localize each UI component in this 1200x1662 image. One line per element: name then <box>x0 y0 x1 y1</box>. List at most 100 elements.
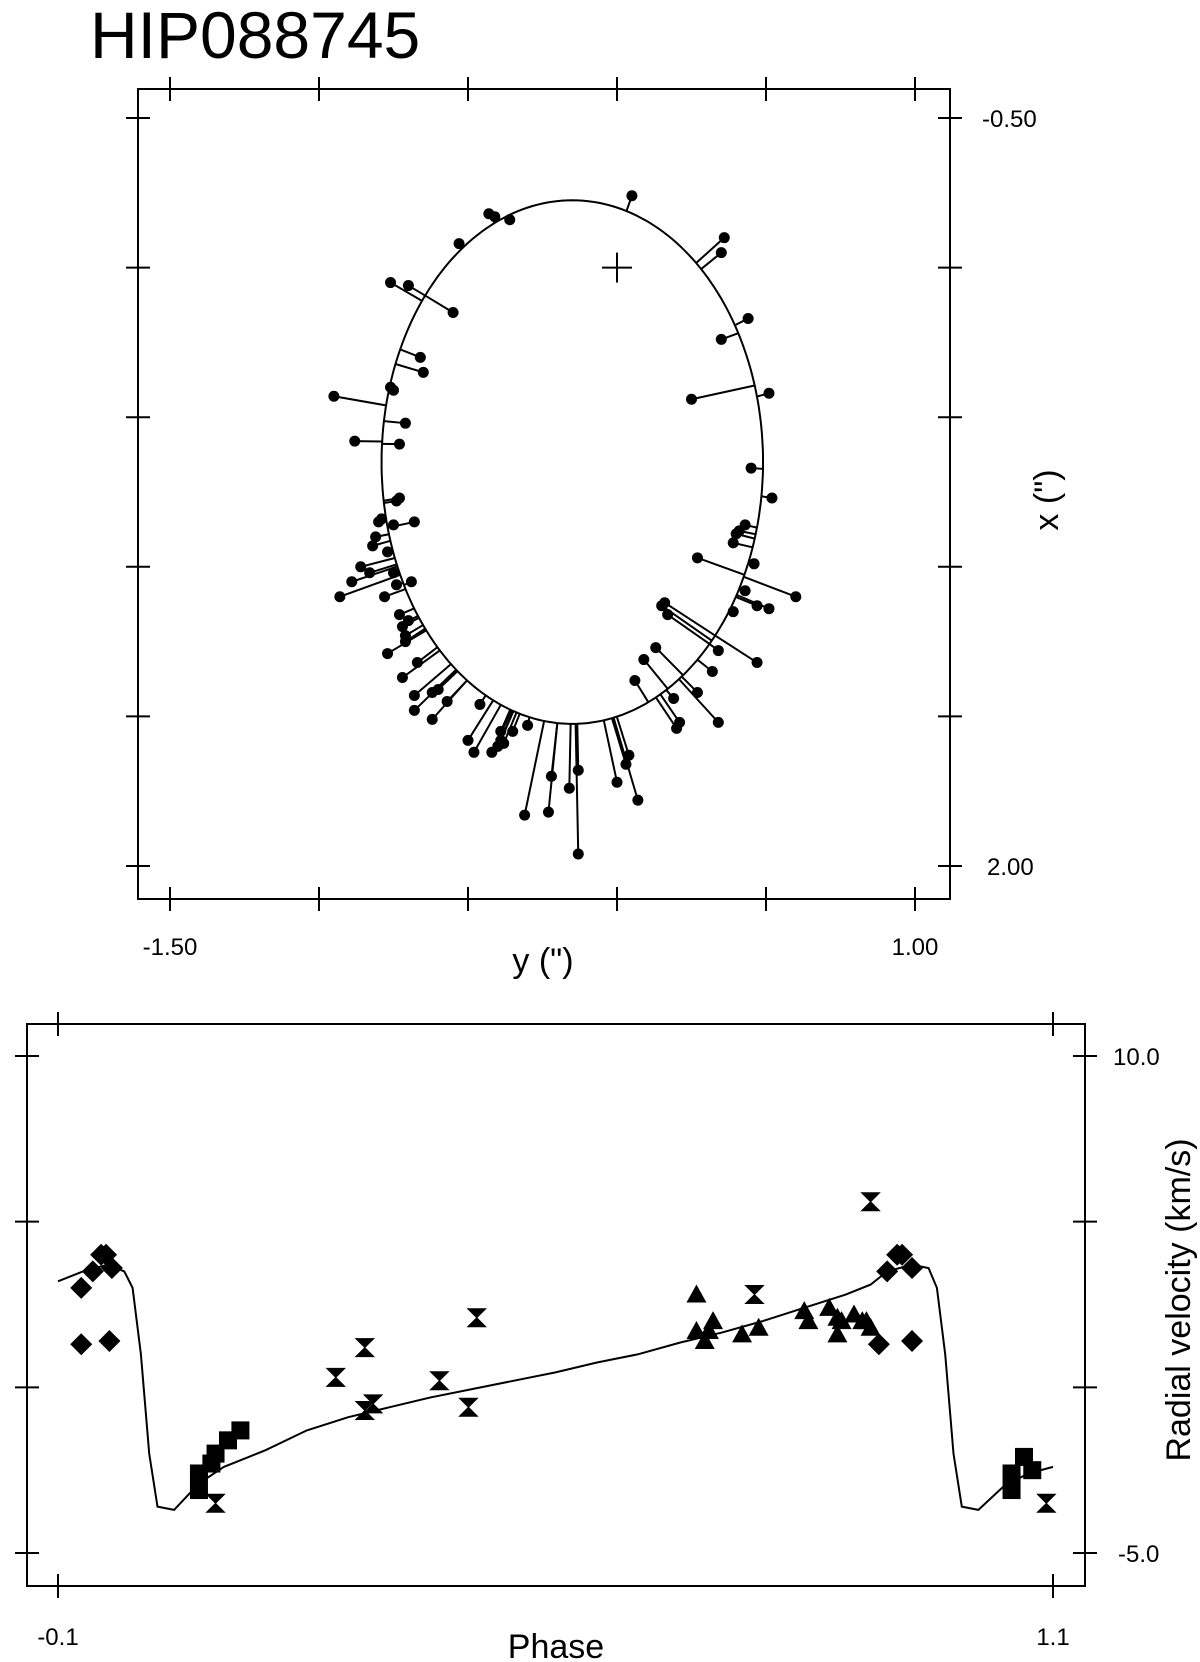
orbit-residual-86 <box>714 634 758 664</box>
orbit-residual-83 <box>736 594 770 610</box>
orbit-point-98 <box>671 722 683 734</box>
orbit-point-87 <box>364 567 376 579</box>
orbit-point-59 <box>408 689 420 701</box>
orbit-point-82 <box>712 716 724 728</box>
orbit-point-88 <box>408 516 420 528</box>
orbit-point-9 <box>447 306 459 318</box>
chart-title: HIP088745 <box>90 0 420 72</box>
orbit-point-27 <box>727 537 739 549</box>
rv-triangle-point-9 <box>819 1297 840 1316</box>
rv-diamond-point-11 <box>867 1333 890 1356</box>
rv-hourglass-point-0 <box>205 1493 226 1513</box>
orbit-y-axis-label: x (") <box>1028 469 1066 530</box>
primary-star-marker <box>602 252 632 283</box>
rv-hourglass-point-5 <box>429 1371 450 1391</box>
orbit-plot-frame <box>137 88 951 900</box>
orbit-point-91 <box>405 576 417 588</box>
orbit-residual-74 <box>547 722 559 813</box>
orbit-point-4 <box>489 211 501 223</box>
orbit-point-49 <box>334 591 346 603</box>
orbit-residual-8 <box>390 281 423 302</box>
orbit-point-26 <box>730 528 742 540</box>
orbit-point-56 <box>382 648 394 660</box>
orbit-point-76 <box>611 776 623 788</box>
orbit-point-23 <box>766 492 778 504</box>
rv-model-curve <box>57 1263 1054 1511</box>
orbit-residual-98 <box>655 696 678 729</box>
rv-observations <box>70 1192 1057 1513</box>
rv-triangle-point-2 <box>694 1330 715 1349</box>
orbit-residual-38 <box>643 658 669 690</box>
orbit-point-13 <box>388 384 399 396</box>
orbit-point-63 <box>426 713 438 725</box>
orbit-ellipse <box>380 199 764 725</box>
orbit-point-85 <box>748 558 760 570</box>
rv-hourglass-point-6 <box>458 1397 479 1417</box>
rv-triangle-point-3 <box>698 1321 719 1340</box>
rv-diamond-point-12 <box>901 1329 924 1352</box>
orbit-residual-72 <box>576 723 580 771</box>
orbit-point-89 <box>388 519 399 531</box>
orbit-residual-33 <box>664 601 716 637</box>
orbit-point-30 <box>751 600 763 612</box>
orbit-point-52 <box>393 609 405 621</box>
orbit-point-32 <box>712 645 724 657</box>
orbit-residual-99 <box>615 716 630 756</box>
orbit-panel: -1.50 1.00 -0.50 2.00 y (") x (") <box>126 77 1066 980</box>
orbit-residual-59 <box>413 663 452 697</box>
orbit-residual-21 <box>691 384 755 401</box>
orbit-point-64 <box>474 698 486 710</box>
orbit-point-35 <box>662 609 674 621</box>
orbit-point-46 <box>355 561 367 573</box>
rv-diamond-point-10 <box>901 1257 924 1280</box>
orbit-x-tick-label-max: 1.00 <box>892 934 939 961</box>
orbit-residual-65 <box>467 699 495 741</box>
orbit-point-11 <box>417 366 429 378</box>
orbit-point-50 <box>346 576 358 588</box>
orbit-point-93 <box>432 683 444 695</box>
orbit-point-78 <box>620 758 632 770</box>
orbit-residual-37 <box>655 646 684 676</box>
orbit-point-51 <box>379 591 391 603</box>
rv-hourglass-point-1 <box>325 1367 346 1387</box>
orbit-residual-75 <box>523 720 546 816</box>
orbit-point-41 <box>390 495 402 507</box>
orbit-residual-97 <box>574 723 580 855</box>
orbit-y-tick-label-min: -0.50 <box>982 106 1037 133</box>
rv-square-point-1 <box>189 1481 208 1500</box>
orbit-point-66 <box>468 746 480 758</box>
rv-triangle-point-5 <box>732 1324 753 1343</box>
orbit-point-31 <box>727 606 739 618</box>
rv-square-point-6 <box>1002 1464 1021 1483</box>
orbit-point-43 <box>373 516 385 528</box>
rv-panel: -0.1 1.1 10.0 -5.0 Phase Radial velocity… <box>15 1012 1198 1662</box>
rv-diamond-point-6 <box>98 1329 121 1352</box>
orbit-residual-14 <box>333 395 387 407</box>
orbit-residual-lines <box>333 195 797 855</box>
orbit-point-20 <box>763 387 775 399</box>
orbit-point-19 <box>742 312 754 324</box>
orbit-point-61 <box>408 704 420 716</box>
orbit-point-14 <box>328 390 340 402</box>
orbit-point-6 <box>453 238 465 250</box>
orbit-point-0 <box>626 190 638 202</box>
orbit-point-21 <box>686 393 697 405</box>
rv-diamond-point-5 <box>70 1333 93 1356</box>
rv-triangle-point-6 <box>748 1317 769 1336</box>
orbit-point-95 <box>486 746 498 758</box>
rv-triangle-point-8 <box>798 1311 819 1330</box>
orbit-point-75 <box>519 809 531 821</box>
rv-triangle-point-0 <box>686 1284 707 1303</box>
orbit-point-28 <box>739 585 751 597</box>
orbit-x-axis-label: y (") <box>512 942 573 980</box>
orbit-point-5 <box>504 214 516 226</box>
rv-square-point-9 <box>1023 1461 1042 1480</box>
orbit-residual-29 <box>697 556 745 576</box>
orbit-residual-49 <box>339 573 401 598</box>
orbit-point-57 <box>411 657 423 669</box>
orbit-point-92 <box>402 615 414 627</box>
rv-hourglass-point-4 <box>362 1394 384 1414</box>
rv-hourglass-point-9 <box>860 1192 881 1212</box>
rv-hourglass-point-2 <box>354 1338 375 1358</box>
rv-x-tick-label-max: 1.1 <box>1036 1624 1069 1651</box>
